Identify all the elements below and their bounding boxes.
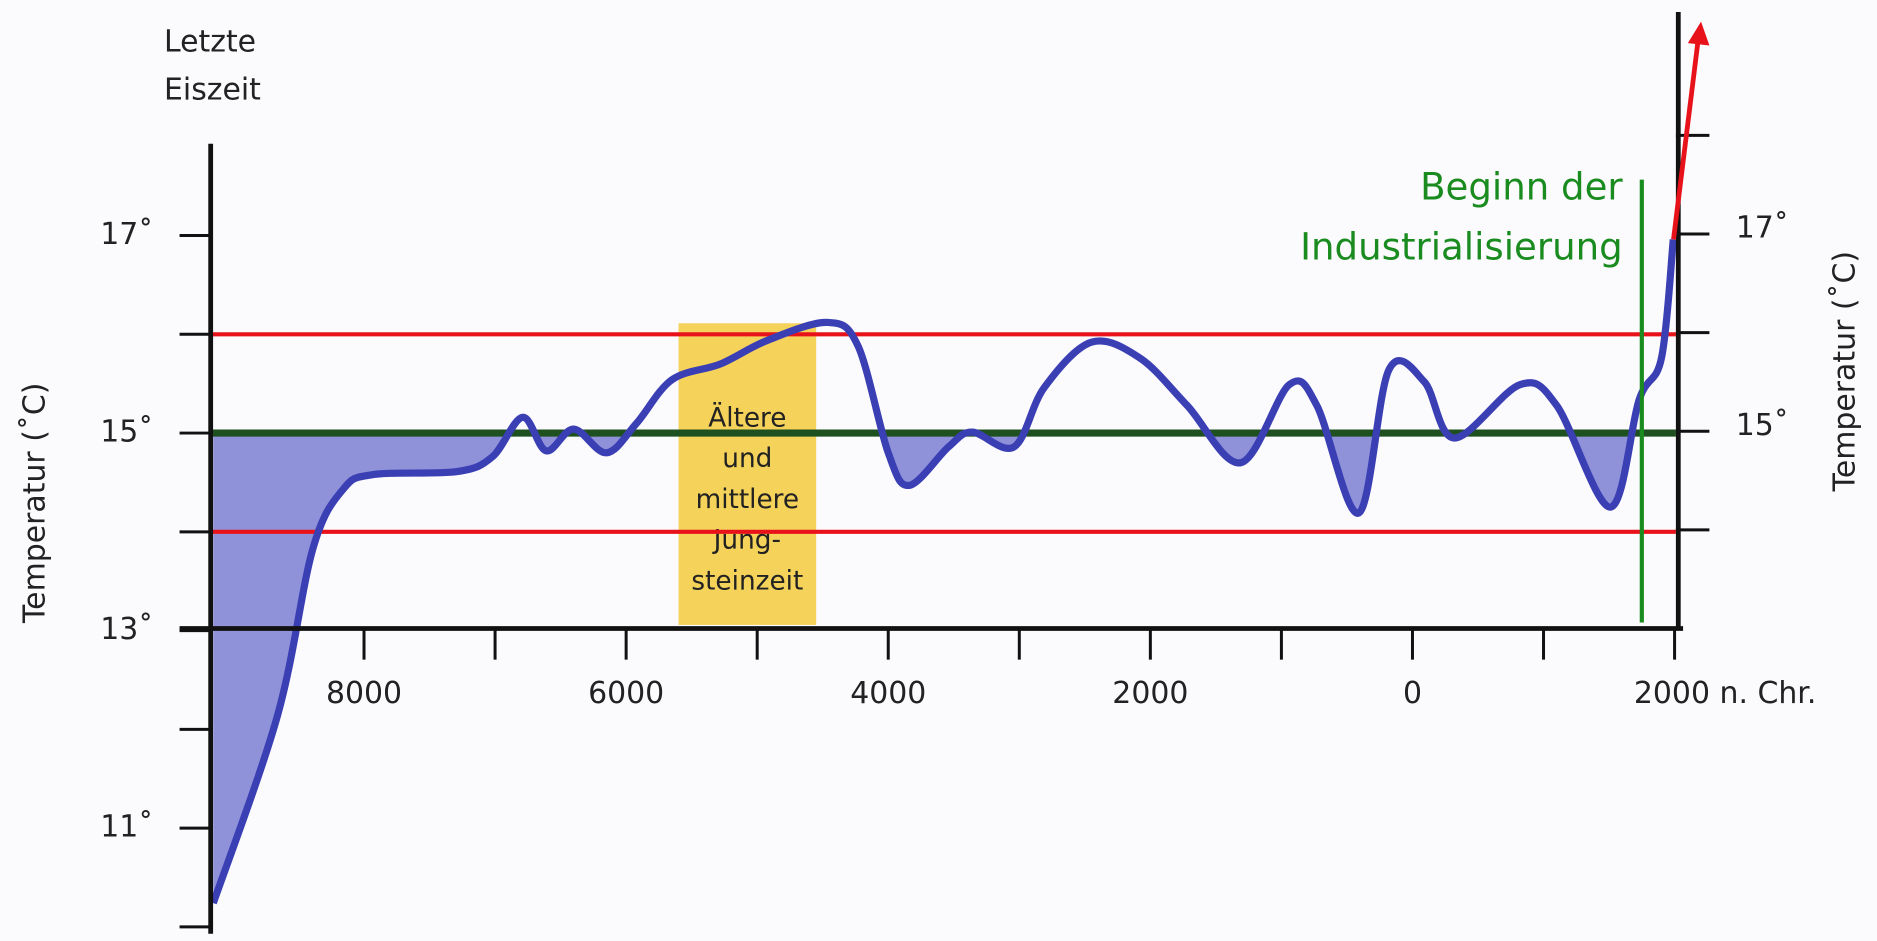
period-band [678,323,817,625]
trend-arrow [1671,35,1702,240]
band-text: mittlere [696,485,800,515]
band-text: steinzeit [691,566,803,596]
temperature-line [209,239,1677,905]
x-tick-label: 4000 [850,676,926,711]
arrow-head [1687,21,1710,46]
x-tick-label: 2000 n. Chr. [1634,676,1816,711]
y-axis-label: Temperatur (˚C) [17,383,52,624]
title-line: Eiszeit [164,73,261,108]
y-tick-label: 13˚ [100,612,153,647]
y-tick-label: 15˚ [100,415,153,450]
band-text: und [722,444,772,474]
y2-tick-label: 15˚ [1736,408,1789,443]
x-tick-label: 0 [1403,676,1422,711]
annotation: Industrialisierung [1300,226,1623,269]
annotation: Beginn der [1420,166,1623,209]
y2-tick-label: 17˚ [1736,211,1789,246]
x-tick-label: 8000 [326,676,402,711]
y-tick-label: 17˚ [100,217,153,252]
title-line: Letzte [164,25,256,60]
y2-axis-label: Temperatur (˚C) [1827,251,1862,492]
y-tick-label: 11˚ [100,810,153,845]
x-tick-label: 2000 [1112,676,1188,711]
band-text: Ältere [708,402,786,434]
x-tick-label: 6000 [588,676,664,711]
